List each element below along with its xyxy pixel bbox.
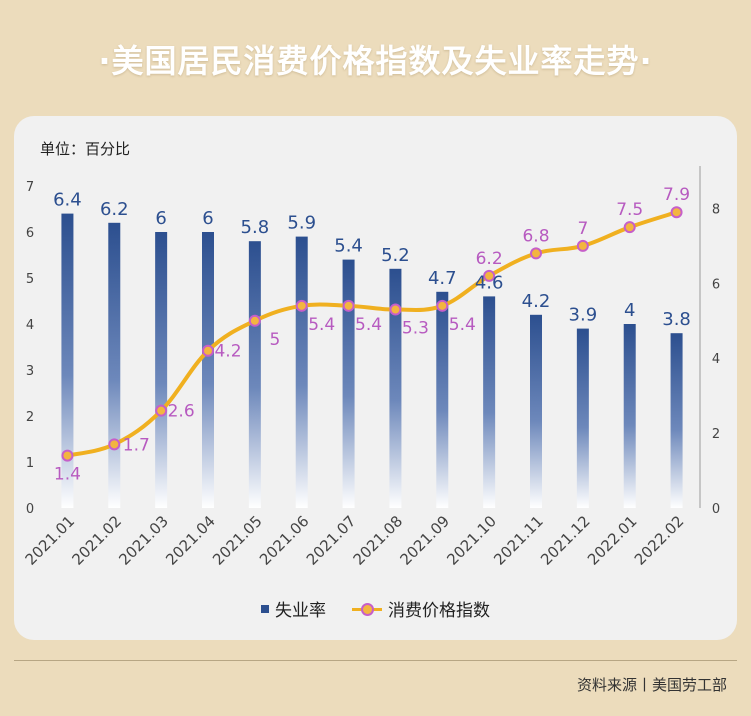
unemployment-value-label: 5.8 <box>241 217 270 238</box>
x-tick-label: 2021.03 <box>115 512 172 569</box>
x-tick-label: 2021.10 <box>443 512 500 569</box>
cpi-value-label: 5.4 <box>308 315 335 335</box>
y-right-tick-label: 4 <box>712 352 720 367</box>
cpi-point <box>670 206 683 219</box>
cpi-value-label: 5 <box>269 330 280 350</box>
cpi-value-label: 5.4 <box>355 315 382 335</box>
cpi-point <box>202 344 214 357</box>
unemployment-value-label: 4.2 <box>522 291 551 312</box>
cpi-point <box>295 299 308 312</box>
unemployment-value-label: 3.9 <box>569 305 598 326</box>
cpi-point <box>623 221 636 234</box>
chart-legend: 失业率 消费价格指数 <box>0 596 751 621</box>
unemployment-bar <box>483 296 496 508</box>
legend-label-cpi: 消费价格指数 <box>388 601 490 621</box>
unemployment-bar <box>576 328 589 508</box>
footer-divider <box>14 660 737 661</box>
legend-item-cpi: 消费价格指数 <box>352 596 490 621</box>
x-tick-label: 2021.08 <box>350 512 407 569</box>
cpi-value-label: 1.4 <box>54 465 81 485</box>
x-tick-label: 2021.01 <box>22 512 79 569</box>
x-tick-label: 2022.02 <box>631 512 688 569</box>
cpi-point <box>389 303 402 316</box>
cpi-value-label: 7 <box>577 219 588 239</box>
source-text: 资料来源丨美国劳工部 <box>576 676 727 694</box>
cpi-point <box>342 299 355 312</box>
unemployment-value-label: 4 <box>624 300 635 321</box>
cpi-value-label: 7.9 <box>663 185 690 205</box>
y-left-tick-label: 0 <box>26 502 34 517</box>
cpi-point <box>155 404 168 417</box>
legend-line-swatch <box>352 602 382 616</box>
x-tick-label: 2021.02 <box>69 512 126 569</box>
cpi-point <box>576 239 589 252</box>
unemployment-value-label: 4.6 <box>475 272 504 293</box>
unemployment-bar <box>295 236 308 508</box>
cpi-point <box>436 299 449 312</box>
chart-title: ·美国居民消费价格指数及失业率走势· <box>98 42 653 80</box>
unemployment-value-label: 6 <box>202 208 213 229</box>
x-tick-label: 2021.11 <box>490 512 547 569</box>
cpi-point <box>483 269 496 282</box>
unemployment-value-label: 4.7 <box>428 268 457 289</box>
x-tick-label: 2021.04 <box>162 512 219 569</box>
cpi-value-label: 6.2 <box>476 249 503 269</box>
cpi-point <box>61 449 74 462</box>
y-left-tick-label: 2 <box>26 410 34 425</box>
unemployment-bar <box>530 314 542 508</box>
x-tick-label: 2022.01 <box>584 512 641 569</box>
legend-item-unemployment: 失业率 <box>261 596 326 621</box>
y-left-tick-label: 7 <box>26 180 34 195</box>
y-left-tick-label: 4 <box>26 318 34 333</box>
y-left-tick-label: 1 <box>26 456 34 471</box>
unemployment-bar <box>202 232 214 508</box>
x-tick-label: 2021.12 <box>537 512 594 569</box>
cpi-value-label: 5.4 <box>449 315 476 335</box>
legend-bar-swatch <box>261 604 269 613</box>
chart-card <box>14 116 737 640</box>
cpi-point <box>108 438 121 451</box>
unemployment-value-label: 6.2 <box>100 199 129 220</box>
unemployment-bar <box>248 241 261 508</box>
x-tick-label: 2021.06 <box>256 512 313 569</box>
cpi-value-label: 4.2 <box>214 342 241 362</box>
cpi-value-label: 7.5 <box>616 200 643 220</box>
cpi-point <box>248 314 261 327</box>
x-tick-label: 2021.09 <box>397 512 454 569</box>
legend-label-unemployment: 失业率 <box>275 601 326 621</box>
x-tick-label: 2021.05 <box>209 512 266 569</box>
unemployment-value-label: 5.9 <box>287 213 316 234</box>
y-left-tick-label: 6 <box>26 226 34 241</box>
unemployment-value-label: 6 <box>155 208 166 229</box>
cpi-value-label: 6.8 <box>522 226 549 246</box>
cpi-value-label: 1.7 <box>123 435 150 455</box>
y-right-tick-label: 2 <box>712 427 720 442</box>
unemployment-bar <box>389 268 402 508</box>
unemployment-bar <box>623 324 636 508</box>
y-left-tick-label: 3 <box>26 364 34 379</box>
unemployment-value-label: 6.4 <box>53 190 82 211</box>
unemployment-bar <box>61 213 74 508</box>
y-right-tick-label: 0 <box>712 502 720 517</box>
unemployment-value-label: 3.8 <box>662 309 691 330</box>
unit-label: 单位：百分比 <box>40 140 131 158</box>
cpi-value-label: 5.3 <box>402 319 429 339</box>
unemployment-bar <box>342 259 355 508</box>
unemployment-bar <box>670 333 683 508</box>
cpi-point <box>530 247 542 260</box>
unemployment-bar <box>108 222 121 509</box>
x-tick-label: 2021.07 <box>303 512 360 569</box>
y-right-tick-label: 8 <box>712 202 720 217</box>
cpi-value-label: 2.6 <box>168 402 195 422</box>
unemployment-bar <box>155 232 168 508</box>
y-right-tick-label: 6 <box>712 277 720 292</box>
y-left-tick-label: 5 <box>26 272 34 287</box>
unemployment-bar <box>436 291 449 508</box>
unemployment-value-label: 5.2 <box>381 245 410 266</box>
unemployment-value-label: 5.4 <box>334 236 363 257</box>
